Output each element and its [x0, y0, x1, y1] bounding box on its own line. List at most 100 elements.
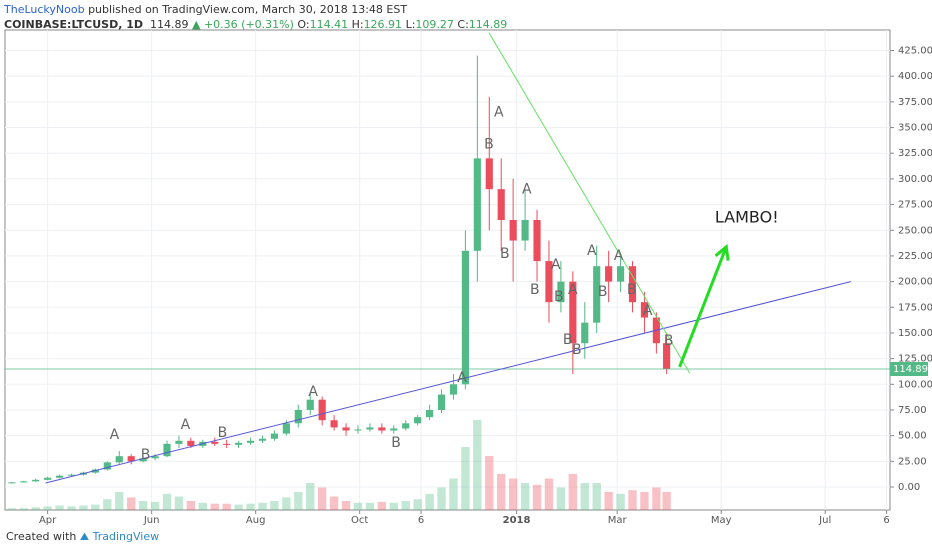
candle-body	[414, 417, 422, 424]
candle-body	[605, 266, 613, 282]
annotation: B	[554, 289, 564, 305]
volume-bar	[258, 502, 267, 510]
annotation: A	[494, 105, 504, 121]
volume-bar	[520, 483, 530, 510]
volume-bar	[186, 501, 196, 510]
x-tick-label: Apr	[39, 515, 57, 526]
y-tick-label: 375.00	[898, 97, 932, 108]
candle-body	[545, 261, 553, 303]
y-tick-label: 175.00	[898, 302, 932, 313]
annotation: A	[110, 427, 120, 443]
candle-body	[246, 440, 255, 443]
y-tick-label: 75.00	[898, 405, 927, 416]
volume-bar	[437, 487, 446, 510]
annotation: A	[551, 257, 561, 273]
volume-bar	[103, 499, 112, 510]
ohlc-label: C:	[457, 18, 469, 31]
candle-body	[175, 440, 183, 444]
arrow	[678, 243, 730, 368]
candle-body	[8, 482, 16, 484]
callout: LAMBO!	[715, 207, 779, 226]
volume-bar	[662, 492, 671, 510]
volume-bar	[341, 501, 351, 510]
volume-bar	[174, 496, 184, 510]
volume-bar	[604, 492, 613, 510]
volume-bar	[294, 492, 303, 510]
ohlc-value: 114.89	[468, 18, 508, 31]
volume-bar	[401, 501, 410, 510]
author[interactable]: TheLuckyNoob	[4, 3, 85, 16]
volume-bar	[115, 492, 124, 510]
candle-body	[306, 399, 314, 410]
annotation: A	[181, 417, 191, 433]
ohlc-value: 109.27	[415, 18, 454, 31]
annotation: B	[391, 435, 401, 451]
candle-body	[628, 266, 637, 303]
annotation: B	[572, 342, 582, 358]
volume-bar	[377, 501, 387, 510]
annotation: B	[530, 282, 540, 298]
candle-body	[32, 479, 40, 482]
annotation: B	[627, 282, 637, 298]
candle-body	[151, 456, 159, 459]
y-tick-label: 125.00	[898, 354, 932, 365]
candle-body	[366, 427, 374, 430]
annotation: A	[643, 303, 653, 319]
y-tick-label: 350.00	[898, 123, 932, 134]
volume-bar	[640, 492, 649, 510]
candle-body	[318, 399, 326, 421]
candle-body	[616, 266, 625, 282]
candle-body	[449, 384, 458, 395]
x-tick-label: Mar	[608, 515, 628, 526]
candle-body	[20, 481, 28, 483]
brand[interactable]: TradingView	[92, 530, 160, 543]
volume-bar	[473, 420, 482, 510]
volume-bar	[31, 507, 40, 510]
ohlc: O:114.41 H:126.91 L:109.27 C:114.89	[297, 18, 507, 31]
candle-body	[235, 442, 243, 445]
y-tick-label: 100.00	[898, 379, 932, 390]
annotation: A	[522, 182, 532, 198]
annotation: B	[141, 447, 151, 463]
y-tick-label: 250.00	[898, 225, 932, 236]
volume-bar	[150, 501, 160, 510]
ohlc-label: O:	[297, 18, 310, 31]
y-tick-label: 150.00	[898, 328, 932, 339]
y-tick-label: 50.00	[898, 431, 927, 442]
candle-body	[294, 409, 302, 424]
x-tick-label: May	[711, 515, 732, 526]
trend-line	[488, 32, 691, 374]
candle-body	[533, 219, 541, 262]
annotation: B	[664, 333, 674, 349]
volume-bar	[413, 499, 422, 510]
candle-body	[497, 189, 505, 220]
x-tick-label: Aug	[246, 515, 266, 526]
volume-bar	[43, 506, 52, 510]
volume-bar	[162, 493, 172, 510]
volume-bar	[234, 504, 243, 510]
volume-bar	[270, 501, 279, 510]
candle-body	[187, 440, 195, 446]
volume-bar	[532, 484, 542, 510]
candle-body	[139, 458, 147, 462]
x-tick-label: 6	[418, 515, 424, 526]
volume-bar	[365, 502, 375, 510]
candle-body	[473, 158, 481, 251]
volume-bar	[7, 508, 16, 510]
candle-body	[103, 462, 111, 470]
candle-body	[640, 302, 649, 318]
volume-bar	[127, 497, 136, 510]
annotation: A	[308, 384, 318, 400]
volume-bar	[652, 487, 661, 510]
candle-body	[330, 420, 338, 428]
volume-bar	[55, 505, 64, 510]
volume-bar	[568, 474, 578, 510]
change: ▲ +0.36 (+0.31%)	[192, 18, 294, 31]
x-tick-label: Oct	[351, 515, 368, 526]
y-tick-label: 300.00	[898, 174, 932, 185]
x-tick-label: Jul	[818, 515, 831, 526]
candle-body	[485, 158, 493, 190]
volume-bar	[461, 447, 470, 510]
